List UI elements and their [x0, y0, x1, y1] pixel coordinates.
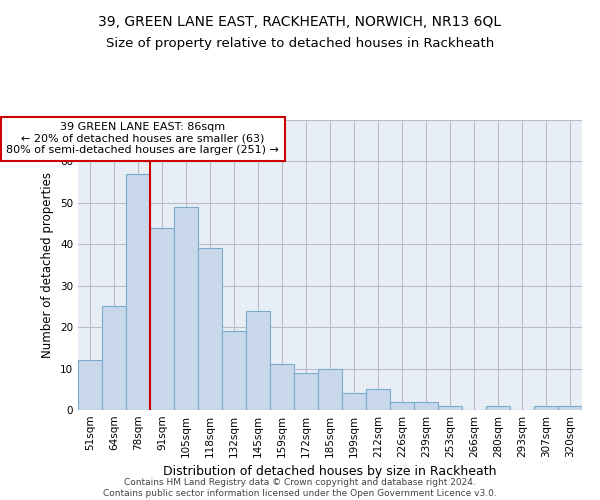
Bar: [174, 207, 198, 410]
Text: 39 GREEN LANE EAST: 86sqm
← 20% of detached houses are smaller (63)
80% of semi-: 39 GREEN LANE EAST: 86sqm ← 20% of detac…: [7, 122, 279, 156]
Bar: [246, 310, 270, 410]
X-axis label: Distribution of detached houses by size in Rackheath: Distribution of detached houses by size …: [163, 466, 497, 478]
Bar: [486, 406, 510, 410]
Bar: [222, 332, 246, 410]
Bar: [438, 406, 462, 410]
Bar: [198, 248, 222, 410]
Bar: [342, 394, 366, 410]
Bar: [78, 360, 102, 410]
Bar: [534, 406, 558, 410]
Bar: [102, 306, 126, 410]
Bar: [126, 174, 150, 410]
Bar: [558, 406, 582, 410]
Bar: [366, 390, 390, 410]
Bar: [318, 368, 342, 410]
Bar: [270, 364, 294, 410]
Bar: [150, 228, 174, 410]
Bar: [390, 402, 414, 410]
Bar: [294, 372, 318, 410]
Y-axis label: Number of detached properties: Number of detached properties: [41, 172, 55, 358]
Text: Contains HM Land Registry data © Crown copyright and database right 2024.
Contai: Contains HM Land Registry data © Crown c…: [103, 478, 497, 498]
Bar: [414, 402, 438, 410]
Text: 39, GREEN LANE EAST, RACKHEATH, NORWICH, NR13 6QL: 39, GREEN LANE EAST, RACKHEATH, NORWICH,…: [98, 15, 502, 29]
Text: Size of property relative to detached houses in Rackheath: Size of property relative to detached ho…: [106, 38, 494, 51]
